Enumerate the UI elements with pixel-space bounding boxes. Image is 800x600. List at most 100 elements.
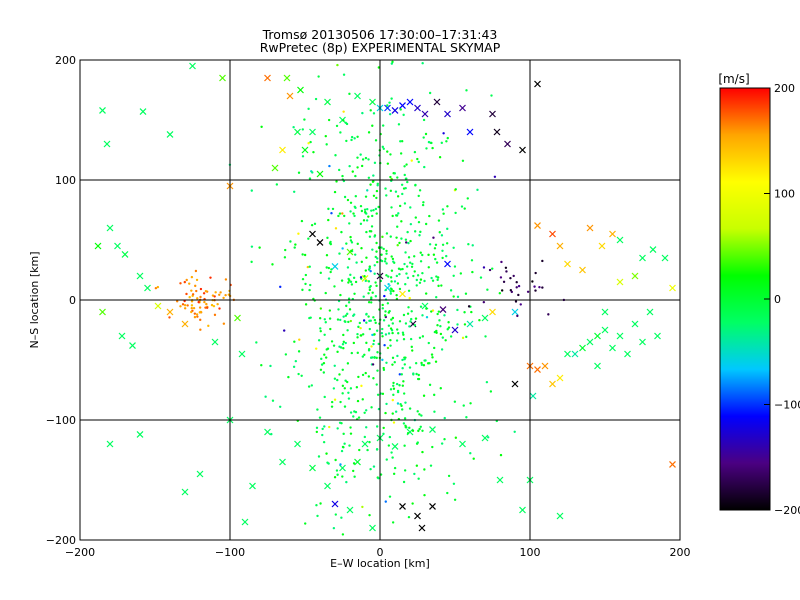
data-point-dot xyxy=(393,466,397,470)
data-point-dot xyxy=(319,329,322,333)
data-point-dot xyxy=(324,321,327,324)
data-point-dot xyxy=(461,159,465,162)
data-point-dot xyxy=(470,259,474,262)
data-point-dot xyxy=(398,373,402,376)
data-point-dot xyxy=(367,375,371,378)
data-point-dot xyxy=(306,265,310,269)
data-point-dot xyxy=(322,371,326,374)
data-point-dot xyxy=(386,302,390,305)
data-point-dot xyxy=(339,346,343,349)
data-point-dot xyxy=(416,410,419,413)
data-point-dot xyxy=(413,255,416,258)
data-point-dot xyxy=(368,235,372,238)
data-point-dot xyxy=(349,432,353,435)
data-point-dot xyxy=(402,313,406,317)
data-point-dot xyxy=(424,359,427,362)
data-point-dot xyxy=(398,241,401,245)
data-point-x xyxy=(529,392,537,400)
data-point-dot xyxy=(301,155,305,158)
data-point-dot xyxy=(396,402,400,405)
data-point-dot xyxy=(330,400,334,404)
data-point-dot xyxy=(406,230,409,234)
x-tick-label: −100 xyxy=(215,546,245,559)
data-point-dot xyxy=(335,469,339,472)
data-point-x xyxy=(361,440,369,448)
data-point-dot xyxy=(445,254,448,258)
data-point-dot xyxy=(443,438,446,441)
data-point-dot xyxy=(333,364,336,367)
x-tick-label: −200 xyxy=(65,546,95,559)
data-point-dot xyxy=(179,282,182,285)
data-point-dot xyxy=(304,282,307,286)
data-point-dot xyxy=(402,333,405,336)
data-point-dot xyxy=(346,362,350,365)
data-point-dot xyxy=(402,380,405,383)
data-point-dot xyxy=(341,533,345,536)
data-point-dot xyxy=(392,387,396,390)
data-point-dot xyxy=(413,230,417,233)
data-point-dot xyxy=(399,108,402,111)
data-point-dot xyxy=(391,316,395,320)
data-point-x xyxy=(99,308,106,316)
data-point-x xyxy=(181,488,189,496)
y-ticks: −200 −100 0 100 200 xyxy=(46,54,76,547)
data-point-dot xyxy=(390,97,393,100)
data-point-dot xyxy=(309,140,312,144)
data-point-dot xyxy=(330,405,334,408)
data-point-dot xyxy=(373,356,376,359)
data-point-dot xyxy=(396,354,399,358)
data-point-dot xyxy=(354,195,358,198)
data-point-dot xyxy=(269,364,272,368)
data-point-dot xyxy=(382,432,385,436)
data-point-dot xyxy=(369,269,372,273)
data-point-dot xyxy=(376,260,379,264)
data-point-dot xyxy=(340,516,343,519)
data-point-dot xyxy=(408,366,412,369)
data-point-x xyxy=(564,350,571,358)
data-point-x xyxy=(451,326,459,334)
data-point-dot xyxy=(195,289,198,293)
data-point-dot xyxy=(429,464,433,467)
data-point-x xyxy=(556,242,564,250)
data-point-dot xyxy=(361,398,364,401)
data-point-dot xyxy=(218,307,221,310)
data-point-x xyxy=(406,98,414,106)
data-point-x xyxy=(106,224,114,232)
data-point-dot xyxy=(368,327,371,331)
data-point-x xyxy=(283,74,291,82)
data-point-dot xyxy=(397,123,401,126)
data-point-dot xyxy=(193,312,197,315)
data-point-dot xyxy=(381,358,384,362)
data-point-dot xyxy=(308,316,311,320)
data-point-dot xyxy=(315,504,318,507)
data-point-dot xyxy=(342,315,345,318)
data-point-dot xyxy=(381,335,384,338)
data-point-dot xyxy=(405,241,408,244)
data-point-dot xyxy=(489,390,493,393)
data-point-dot xyxy=(413,472,416,476)
data-point-dot xyxy=(198,311,202,314)
data-point-dot xyxy=(368,440,371,444)
data-point-dot xyxy=(391,456,394,459)
data-point-x xyxy=(103,140,111,148)
data-point-dot xyxy=(343,195,347,199)
data-point-dot xyxy=(336,378,339,382)
data-point-dot xyxy=(403,165,406,168)
data-point-dot xyxy=(371,124,374,127)
colorbar xyxy=(719,87,771,511)
data-point-dot xyxy=(453,498,457,502)
data-point-dot xyxy=(431,279,435,282)
data-point-dot xyxy=(391,412,394,415)
data-point-x xyxy=(601,326,609,334)
data-point-x xyxy=(219,74,226,82)
data-point-dot xyxy=(385,194,388,197)
data-point-dot xyxy=(342,340,346,344)
data-point-dot xyxy=(347,281,350,284)
data-point-dot xyxy=(339,318,342,322)
data-point-dot xyxy=(402,113,405,117)
data-point-dot xyxy=(360,260,364,264)
data-point-dot xyxy=(418,234,421,237)
data-point-dot xyxy=(328,425,331,429)
data-point-dot xyxy=(391,398,394,402)
data-point-dot xyxy=(449,289,453,292)
